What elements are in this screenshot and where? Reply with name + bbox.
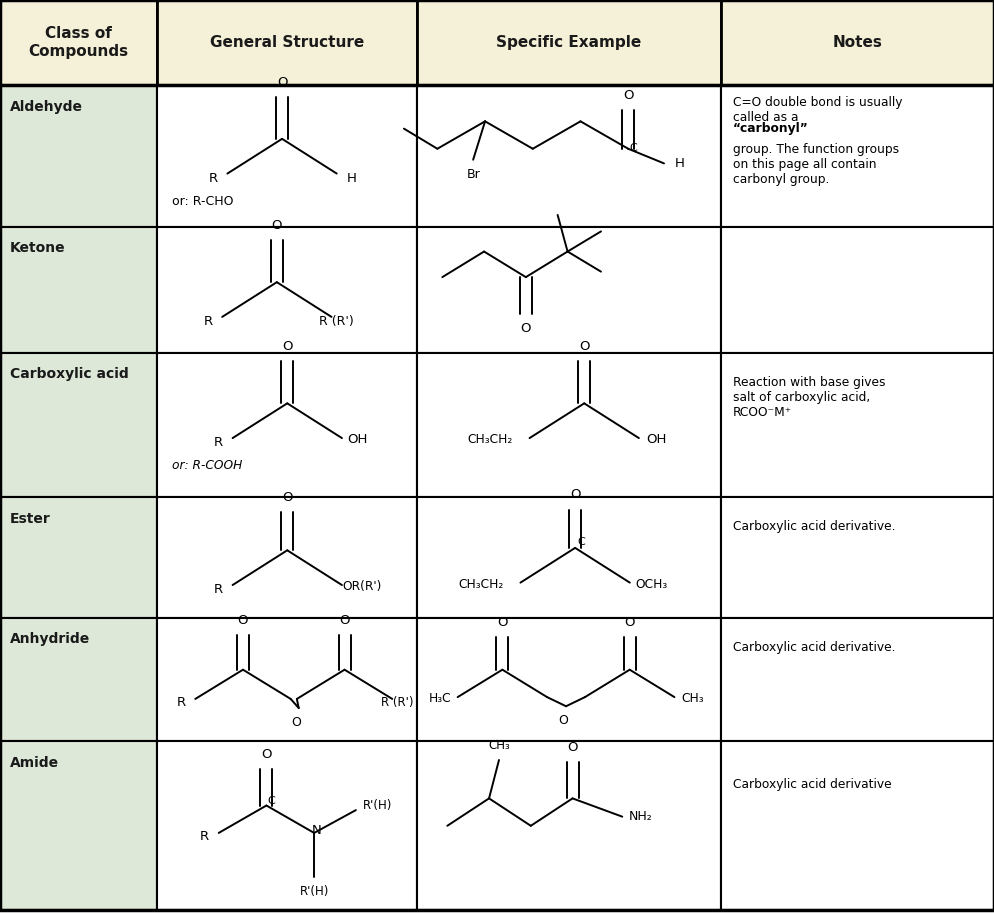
Bar (721, 227, 994, 353)
Text: R: R (214, 436, 224, 449)
Bar (157, 353, 417, 497)
Text: R'(H): R'(H) (299, 885, 329, 898)
Bar (417, 497, 721, 618)
Text: O: O (271, 219, 282, 232)
Text: Carboxylic acid derivative.: Carboxylic acid derivative. (733, 641, 895, 654)
Bar (721, 741, 994, 910)
Bar (417, 741, 721, 910)
Text: Amide: Amide (10, 756, 59, 770)
Text: NH₂: NH₂ (628, 810, 652, 824)
Text: CH₃CH₂: CH₃CH₂ (458, 578, 503, 591)
Text: Carboxylic acid derivative: Carboxylic acid derivative (733, 778, 892, 791)
Text: O: O (558, 715, 568, 728)
Text: O: O (579, 340, 589, 353)
Bar (157, 497, 417, 618)
Text: Ketone: Ketone (10, 241, 66, 255)
Text: Ester: Ester (10, 512, 51, 526)
Text: R: R (200, 830, 210, 843)
Text: O: O (623, 90, 633, 102)
Text: O: O (282, 340, 292, 353)
Text: O: O (291, 717, 301, 729)
Text: Notes: Notes (832, 35, 883, 50)
Bar (0, 227, 157, 353)
Bar (721, 353, 994, 497)
Bar (721, 85, 994, 227)
Bar (0, 353, 157, 497)
Text: R (R'): R (R') (319, 315, 354, 328)
Text: OH: OH (348, 433, 368, 446)
Text: O: O (497, 616, 508, 629)
Text: OR(R'): OR(R') (342, 580, 382, 593)
Text: H: H (347, 172, 357, 185)
Text: OH: OH (647, 433, 667, 446)
Text: O: O (570, 488, 580, 502)
Text: R: R (214, 583, 224, 596)
Text: or: R-CHO: or: R-CHO (172, 195, 234, 207)
Bar (417, 85, 721, 227)
Text: General Structure: General Structure (210, 35, 365, 50)
Text: O: O (261, 748, 271, 760)
Bar (721, 0, 994, 85)
Text: R: R (177, 696, 186, 709)
Text: R'(H): R'(H) (363, 799, 393, 812)
Text: C: C (267, 796, 275, 806)
Bar (417, 618, 721, 741)
Text: O: O (521, 322, 531, 335)
Text: group. The function groups
on this page all contain
carbonyl group.: group. The function groups on this page … (733, 143, 899, 186)
Text: Reaction with base gives
salt of carboxylic acid,
RCOO⁻M⁺: Reaction with base gives salt of carboxy… (733, 376, 885, 419)
Text: R: R (209, 172, 218, 185)
Text: Carboxylic acid derivative.: Carboxylic acid derivative. (733, 520, 895, 533)
Text: C: C (629, 143, 637, 153)
Bar (417, 227, 721, 353)
Text: R: R (204, 315, 213, 328)
Bar (157, 741, 417, 910)
Bar (157, 85, 417, 227)
Text: C: C (578, 537, 584, 547)
Text: O: O (339, 614, 350, 627)
Text: Specific Example: Specific Example (496, 35, 642, 50)
Text: Br: Br (466, 168, 480, 181)
Bar (721, 618, 994, 741)
Text: CH₃: CH₃ (681, 693, 704, 706)
Bar (0, 618, 157, 741)
Text: N: N (311, 824, 321, 836)
Text: Aldehyde: Aldehyde (10, 100, 83, 113)
Text: O: O (276, 76, 287, 89)
Text: OCH₃: OCH₃ (635, 578, 668, 591)
Text: R (R'): R (R') (381, 696, 414, 709)
Bar (417, 0, 721, 85)
Text: C=O double bond is usually
called as a: C=O double bond is usually called as a (733, 96, 903, 124)
Text: or: R-COOH: or: R-COOH (172, 459, 243, 472)
Text: “carbonyl”: “carbonyl” (733, 122, 808, 134)
Text: Anhydride: Anhydride (10, 632, 90, 646)
Bar (721, 497, 994, 618)
Bar (157, 618, 417, 741)
Text: O: O (624, 616, 635, 629)
Text: Class of
Compounds: Class of Compounds (29, 27, 128, 58)
Bar (0, 85, 157, 227)
Text: CH₃CH₂: CH₃CH₂ (467, 433, 513, 446)
Text: CH₃: CH₃ (488, 739, 510, 752)
Bar (417, 353, 721, 497)
Text: H₃C: H₃C (428, 693, 451, 706)
Bar (157, 0, 417, 85)
Text: Carboxylic acid: Carboxylic acid (10, 367, 128, 381)
Text: O: O (568, 740, 578, 754)
Text: O: O (282, 491, 292, 504)
Bar (0, 497, 157, 618)
Bar (0, 0, 157, 85)
Text: O: O (238, 614, 248, 627)
Bar (157, 227, 417, 353)
Text: H: H (675, 157, 685, 170)
Bar (0, 741, 157, 910)
